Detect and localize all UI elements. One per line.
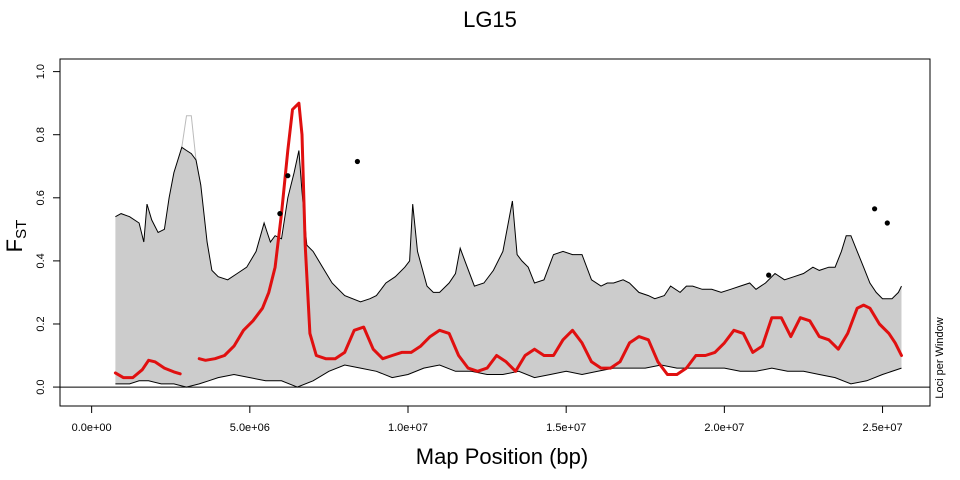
- outlier-point: [766, 272, 772, 278]
- y-tick-label: 0.6: [35, 190, 47, 205]
- y-axis-label-main: F: [2, 239, 27, 252]
- envelope-upper-line: [115, 146, 902, 303]
- y-axis: 0.0 0.2 0.4 0.6 0.8 1.0: [35, 64, 61, 395]
- y-tick-label: 0.0: [35, 379, 47, 394]
- outlier-point: [354, 158, 360, 165]
- envelope-band-layer: [115, 115, 902, 388]
- y-tick-label: 0.2: [35, 316, 47, 331]
- y-tick-label: 0.4: [35, 253, 47, 268]
- y-tick-label: 1.0: [35, 64, 47, 79]
- chart-title: LG15: [463, 7, 517, 32]
- y-axis-label: FST: [2, 220, 30, 253]
- x-tick-label: 2.5e+07: [863, 422, 903, 434]
- x-tick-label: 1.5e+07: [546, 422, 586, 434]
- y-tick-label: 0.8: [35, 127, 47, 142]
- outlier-point: [872, 206, 878, 212]
- envelope-lower-line: [115, 364, 902, 388]
- x-tick-label: 2.0e+07: [704, 422, 744, 434]
- x-axis: 0.0e+00 5.0e+06 1.0e+07 1.5e+07 2.0e+07 2.5e+…: [72, 405, 903, 434]
- y-axis-label-subscript: ST: [13, 220, 30, 239]
- x-axis-label: Map Position (bp): [416, 444, 588, 469]
- mean-segment-2-line: [197, 101, 903, 376]
- envelope-band: [115, 147, 902, 388]
- mean-segment-1-line: [113, 358, 182, 380]
- x-tick-label: 5.0e+06: [230, 422, 270, 434]
- loci-per-window-label: Loci per Window: [934, 317, 946, 398]
- outlier-point-layer: [277, 158, 890, 278]
- outlier-point: [277, 211, 283, 217]
- outlier-point: [285, 173, 291, 179]
- x-tick-label: 0.0e+00: [72, 422, 112, 434]
- x-tick-label: 1.0e+07: [388, 422, 428, 434]
- outlier-point: [884, 220, 890, 226]
- series-line-layer: [113, 101, 903, 380]
